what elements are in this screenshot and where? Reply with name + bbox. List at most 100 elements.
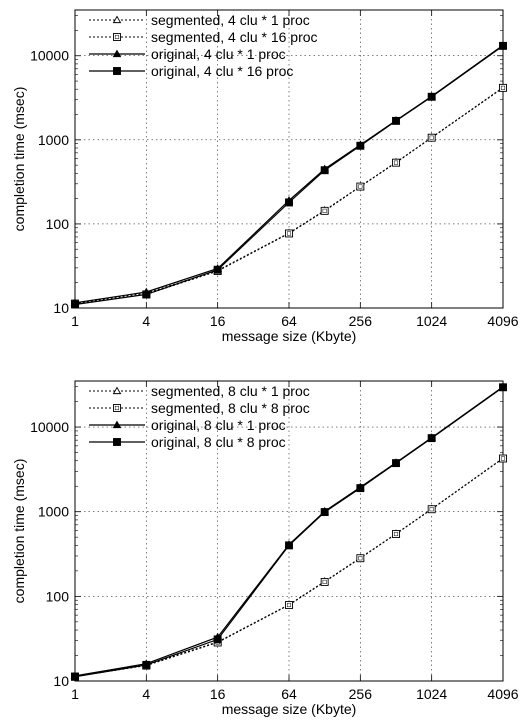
legend-marker-inner xyxy=(114,34,120,40)
y-tick-label: 10000 xyxy=(30,419,69,435)
series-line xyxy=(74,45,504,306)
data-point xyxy=(499,383,507,392)
y-tick-label: 100 xyxy=(46,216,70,232)
legend-marker xyxy=(113,67,121,75)
legend-marker-inner xyxy=(114,405,120,411)
data-point-inner xyxy=(393,531,399,537)
data-point xyxy=(499,454,507,463)
x-tick-label: 4 xyxy=(142,686,150,702)
data-point xyxy=(356,554,365,563)
data-point xyxy=(213,635,222,644)
data-point xyxy=(213,265,222,274)
data-point xyxy=(285,229,293,238)
data-point xyxy=(285,601,293,609)
legend-label: segmented, 4 clu * 1 proc xyxy=(151,12,310,28)
data-point-inner xyxy=(429,135,434,140)
x-tick-label: 4096 xyxy=(487,686,518,702)
data-point-inner xyxy=(429,507,434,512)
legend-marker xyxy=(112,49,122,58)
data-point xyxy=(499,41,507,50)
legend-label: segmented, 8 clu * 8 proc xyxy=(151,400,310,416)
series-3 xyxy=(70,40,508,306)
data-point xyxy=(427,434,436,443)
data-point-inner xyxy=(322,208,327,213)
chart-1: 10 100 1000 10000 1 4 16 64 256 1024 4096 message s… xyxy=(11,9,519,344)
y-tick-label: 10 xyxy=(53,673,69,689)
data-point-inner xyxy=(322,579,327,584)
data-point xyxy=(320,166,329,175)
x-tick-label: 256 xyxy=(349,313,373,329)
x-tick-label: 256 xyxy=(349,686,373,702)
data-point xyxy=(356,141,365,150)
legend-label: original, 4 clu * 16 proc xyxy=(151,63,293,79)
series-2 xyxy=(71,454,507,681)
x-tick-label: 64 xyxy=(281,686,297,702)
legend-marker xyxy=(113,438,121,446)
x-tick-label: 16 xyxy=(210,313,226,329)
x-tick-label: 1024 xyxy=(416,686,447,702)
data-point xyxy=(392,459,400,468)
data-point-inner xyxy=(286,231,292,236)
data-point xyxy=(320,508,329,517)
x-axis-label: message size (Kbyte) xyxy=(222,701,357,717)
data-point xyxy=(71,672,79,681)
data-point-inner xyxy=(286,602,292,608)
x-tick-label: 4096 xyxy=(487,313,518,329)
data-point xyxy=(142,290,151,299)
data-point xyxy=(356,484,365,493)
legend-marker xyxy=(113,404,121,412)
data-point xyxy=(71,300,79,309)
legend-marker xyxy=(112,420,122,429)
legend-marker xyxy=(112,386,122,395)
y-axis-label: completion time (msec) xyxy=(11,459,27,604)
data-point-inner xyxy=(500,85,506,90)
y-tick-label: 10 xyxy=(53,300,69,316)
data-point xyxy=(320,577,329,586)
data-point xyxy=(427,505,436,514)
legend-label: original, 8 clu * 8 proc xyxy=(151,434,286,450)
data-point-inner xyxy=(393,160,399,165)
series-4 xyxy=(71,41,507,309)
legend-marker xyxy=(113,33,121,41)
y-tick-label: 1000 xyxy=(38,504,69,520)
series-line xyxy=(74,386,504,677)
series-line xyxy=(74,458,504,677)
x-tick-label: 1024 xyxy=(416,313,447,329)
data-point xyxy=(427,133,436,142)
y-tick-label: 10000 xyxy=(30,48,69,64)
x-tick-label: 64 xyxy=(281,313,297,329)
data-point-inner xyxy=(358,556,363,561)
chart-2: 10 100 1000 10000 1 4 16 64 256 1024 4096 message s… xyxy=(11,380,519,717)
legend-label: original, 4 clu * 1 proc xyxy=(151,46,286,62)
data-point xyxy=(285,541,293,550)
data-point xyxy=(392,530,400,538)
plot-frame xyxy=(74,380,504,682)
data-point-inner xyxy=(358,184,363,189)
series-4 xyxy=(71,383,507,681)
x-axis-label: message size (Kbyte) xyxy=(222,328,357,344)
data-point xyxy=(499,83,507,92)
data-point xyxy=(427,92,436,101)
x-tick-label: 4 xyxy=(142,313,150,329)
data-point xyxy=(392,116,400,125)
y-tick-label: 1000 xyxy=(38,132,69,148)
x-tick-label: 1 xyxy=(71,686,79,702)
legend-label: segmented, 8 clu * 1 proc xyxy=(151,383,310,399)
data-point-inner xyxy=(500,456,506,461)
legend-label: original, 8 clu * 1 proc xyxy=(151,417,286,433)
legend-marker xyxy=(112,15,122,24)
y-axis-label: completion time (msec) xyxy=(11,87,27,232)
x-tick-label: 1 xyxy=(71,313,79,329)
data-point xyxy=(392,158,400,167)
data-point xyxy=(285,198,293,207)
data-point xyxy=(142,660,151,669)
y-tick-label: 100 xyxy=(46,588,70,604)
data-point xyxy=(320,206,329,215)
legend-label: segmented, 4 clu * 16 proc xyxy=(151,29,318,45)
plot-frame xyxy=(74,9,504,309)
series-line xyxy=(74,44,504,304)
x-tick-label: 16 xyxy=(210,686,226,702)
